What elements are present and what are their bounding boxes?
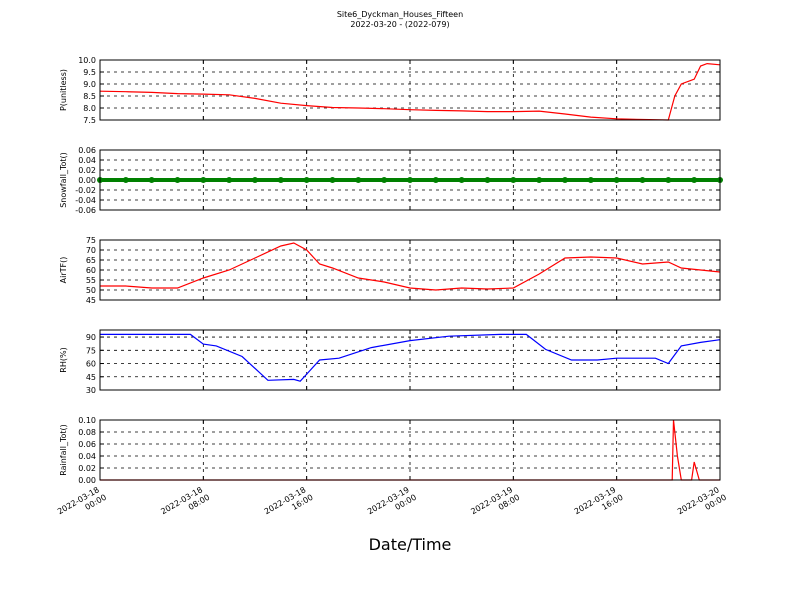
data-point	[381, 177, 388, 183]
y-axis-label: AirTF()	[59, 257, 68, 284]
chart-subtitle: 2022-03-20 - (2022-079)	[350, 20, 449, 29]
y-tick-label: 60	[86, 360, 96, 369]
y-tick-label: 8.5	[83, 92, 96, 101]
data-point	[148, 177, 155, 183]
plot-frame	[99, 149, 721, 211]
data-point	[510, 177, 517, 183]
plot-frame	[99, 239, 721, 301]
data-point	[329, 177, 336, 183]
data-point	[432, 177, 439, 183]
y-tick-label: 55	[86, 276, 96, 285]
y-axis-label: Rainfall_Tot()	[59, 424, 68, 476]
plot-frame	[99, 59, 721, 121]
y-tick-label: 60	[86, 266, 96, 275]
data-point	[458, 177, 465, 183]
y-tick-label: 70	[86, 246, 96, 255]
plot-frame	[99, 329, 721, 391]
y-tick-label: 75	[86, 236, 96, 245]
y-tick-label: 45	[86, 296, 96, 305]
y-tick-label: 0.02	[78, 166, 96, 175]
data-point	[536, 177, 543, 183]
y-tick-label: 0.04	[78, 452, 96, 461]
y-axis-label: Snowfall_Tot()	[59, 152, 68, 208]
data-point	[277, 177, 284, 183]
y-axis-label: P(unitless)	[59, 69, 68, 111]
data-point	[484, 177, 491, 183]
y-tick-label: 50	[86, 286, 96, 295]
y-tick-label: 9.0	[83, 80, 96, 89]
data-line	[100, 333, 721, 382]
data-point	[226, 177, 233, 183]
y-tick-label: 0.00	[78, 176, 96, 185]
data-point	[174, 177, 181, 183]
y-tick-label: 9.5	[83, 68, 96, 77]
plot-frame	[99, 419, 721, 481]
y-tick-label: 10.0	[78, 56, 96, 65]
data-point	[639, 177, 646, 183]
y-tick-label: 8.0	[83, 104, 96, 113]
y-tick-label: 0.06	[78, 440, 96, 449]
data-point	[691, 177, 698, 183]
y-tick-label: 90	[86, 333, 96, 342]
chart-title: Site6_Dyckman_Houses_Fifteen	[337, 10, 463, 19]
data-line	[100, 242, 721, 291]
y-tick-label: 65	[86, 256, 96, 265]
y-tick-label: 0.08	[78, 428, 96, 437]
data-point	[200, 177, 207, 183]
y-tick-label: 0.04	[78, 156, 96, 165]
data-point	[665, 177, 672, 183]
y-axis-label: RH(%)	[59, 347, 68, 372]
y-tick-label: -0.02	[75, 186, 96, 195]
data-point	[407, 177, 413, 183]
y-tick-label: 45	[86, 373, 96, 382]
data-point	[122, 177, 129, 183]
y-tick-label: 0.10	[78, 416, 96, 425]
x-axis-label: Date/Time	[369, 535, 452, 554]
data-point	[562, 177, 568, 183]
y-tick-label: 30	[86, 386, 96, 395]
y-tick-label: -0.06	[75, 206, 96, 215]
data-point	[613, 177, 620, 183]
y-tick-label: 75	[86, 346, 96, 355]
data-point	[252, 177, 258, 183]
y-tick-label: 7.5	[83, 116, 96, 125]
y-tick-label: 0.06	[78, 146, 96, 155]
y-tick-label: 0.00	[78, 476, 96, 485]
data-line	[99, 62, 721, 121]
y-tick-label: -0.04	[75, 196, 96, 205]
data-point	[587, 177, 594, 183]
data-point	[355, 177, 362, 183]
data-point	[303, 177, 310, 183]
y-tick-label: 0.02	[78, 464, 96, 473]
